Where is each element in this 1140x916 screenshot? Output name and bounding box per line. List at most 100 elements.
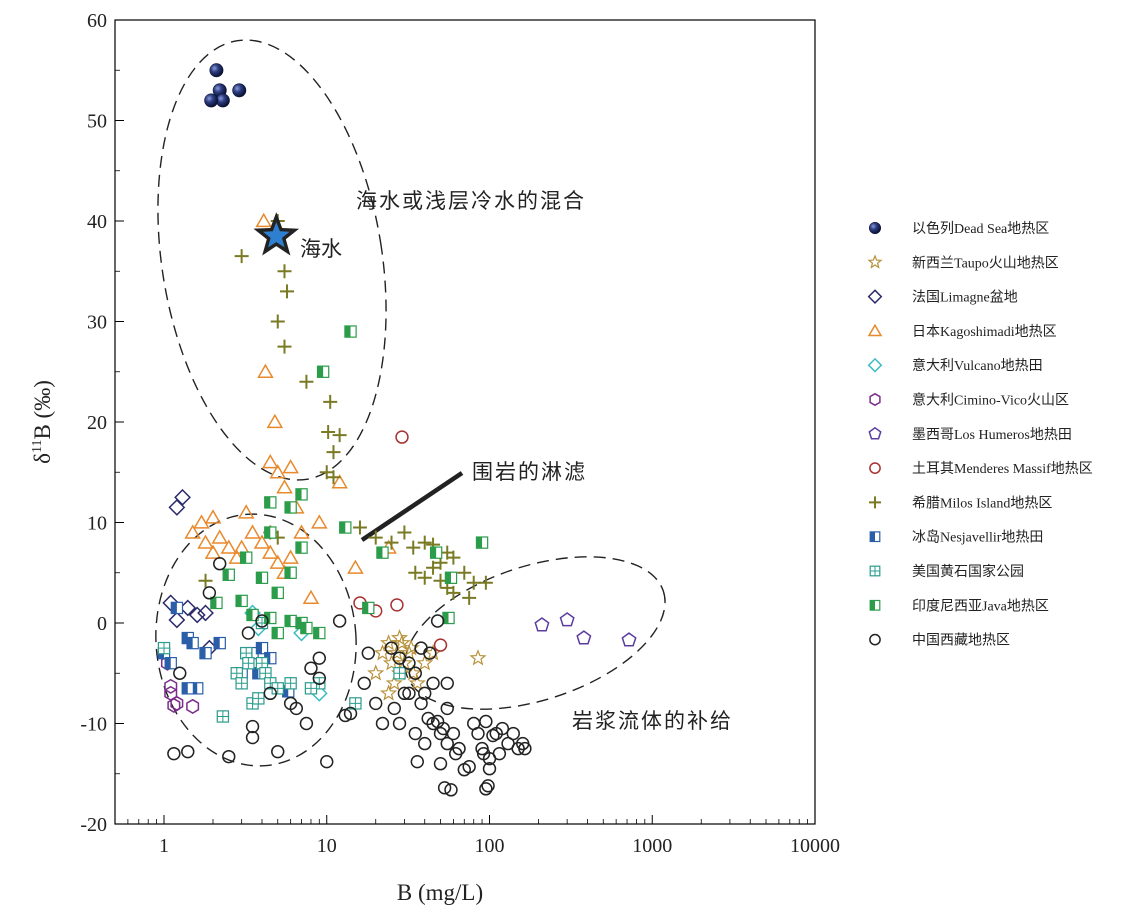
data-point [271,586,284,600]
data-point [284,677,297,690]
seawater-marker [253,212,300,256]
data-point [235,594,248,608]
legend-marker [868,426,882,440]
data-point [440,701,454,716]
data-point [255,641,269,655]
data-point [209,63,224,78]
data-point [457,565,472,580]
legend-marker [869,633,881,646]
data-point [518,741,532,756]
data-point [343,706,358,721]
data-point [164,656,177,670]
series-2 [162,488,218,657]
data-point [393,667,406,680]
legend-label: 以色列Dead Sea地热区 [912,220,1049,237]
data-point [429,546,443,559]
data-point [446,726,461,741]
magma-region-ellipse [404,556,666,710]
data-point [408,565,423,580]
legend-label: 墨西哥Los Humeros地热田 [912,427,1072,443]
data-point [181,744,195,759]
data-point [304,661,318,675]
data-point [481,779,495,793]
data-point [193,514,210,529]
legend-marker [867,357,883,373]
data-point [313,626,326,640]
data-point [310,514,328,529]
data-point [213,636,226,650]
y-axis-title-delta: δ [30,453,55,464]
data-point [321,425,336,440]
data-point [245,719,260,734]
legend-label: 新西兰Taupo火山地热区 [912,255,1059,271]
data-point [347,559,364,574]
data-point [282,459,299,474]
data-point [471,726,485,741]
y-axis-title-sup: 11 [30,440,45,453]
data-point [320,754,334,769]
legend-label: 印度尼西亚Java地热区 [912,598,1049,614]
data-point [344,325,357,338]
y-tick-label: 10 [87,513,107,535]
y-tick-label: 30 [87,312,107,334]
data-point [312,651,326,665]
data-point [440,676,454,690]
data-point [326,470,341,485]
data-point [369,696,383,711]
data-point [408,674,426,691]
data-point [167,746,181,761]
data-point [204,509,222,524]
data-point [482,762,497,776]
data-point [576,630,592,645]
data-point [475,536,489,549]
y-axis-title-rest: B (‰) [30,380,55,439]
data-point [199,646,212,660]
data-point [352,520,367,535]
data-point [446,585,461,600]
data-point [222,568,235,581]
data-point [390,629,409,646]
x-tick-label: 1000 [632,835,672,857]
legend-item: 新西兰Taupo火山地热区 [867,254,1059,271]
legend-item: 法国Limagne盆地 [867,289,1018,306]
data-point [232,83,247,98]
data-point [220,539,237,554]
data-point [462,590,477,605]
data-points [157,63,637,797]
data-point [380,634,398,651]
leaching-region-label: 围岩的淋滤 [472,460,587,484]
legend-item: 印度尼西亚Java地热区 [869,598,1049,614]
y-tick-label: -20 [80,814,107,836]
data-point [170,695,184,711]
data-point [479,714,493,729]
data-point [392,651,407,665]
y-tick-label: 0 [97,613,107,635]
data-point [426,560,441,575]
data-point [402,686,416,701]
data-point [392,716,407,731]
y-tick-label: 40 [87,211,107,233]
legend-label: 希腊Milos Island地热区 [912,495,1052,511]
series-11 [210,325,489,640]
data-point [433,638,448,652]
data-point [423,646,437,660]
data-point [312,671,326,685]
data-point [433,757,448,771]
data-point [410,754,424,769]
data-point [559,612,575,627]
data-point [406,540,421,555]
legend-marker [867,323,883,337]
data-point [367,664,385,681]
data-point [414,641,428,655]
data-point [426,676,440,690]
data-point [168,611,186,629]
magma-region-label: 岩浆流体的补给 [572,709,733,733]
legend-item: 美国黄石国家公园 [869,563,1024,580]
data-point [204,93,219,108]
series-6 [534,612,637,647]
data-point [478,575,493,590]
data-point [437,781,452,795]
data-point [397,686,412,701]
legend-label: 土耳其Menderes Massif地热区 [912,461,1093,477]
legend-item: 日本Kagoshimadi地热区 [867,323,1057,340]
